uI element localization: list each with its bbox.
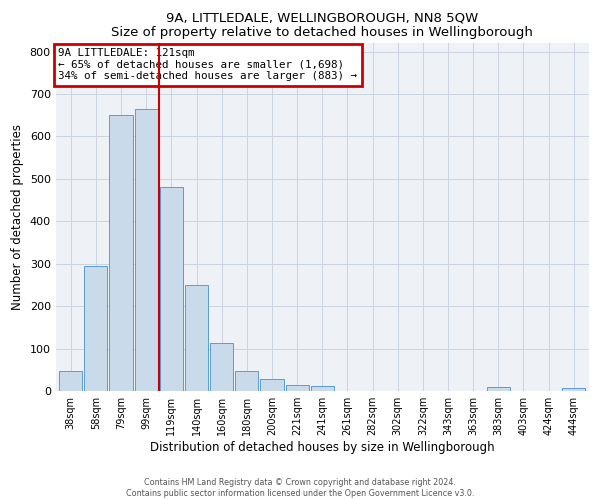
Y-axis label: Number of detached properties: Number of detached properties xyxy=(11,124,24,310)
Bar xyxy=(311,386,334,391)
Text: 9A LITTLEDALE: 121sqm
← 65% of detached houses are smaller (1,698)
34% of semi-d: 9A LITTLEDALE: 121sqm ← 65% of detached … xyxy=(58,48,358,82)
Bar xyxy=(235,370,259,391)
Bar xyxy=(134,109,158,391)
Bar xyxy=(109,115,133,391)
Bar xyxy=(260,379,284,391)
Bar xyxy=(185,285,208,391)
Bar xyxy=(562,388,586,391)
Bar xyxy=(59,370,82,391)
Text: Contains HM Land Registry data © Crown copyright and database right 2024.
Contai: Contains HM Land Registry data © Crown c… xyxy=(126,478,474,498)
Bar xyxy=(487,387,510,391)
Bar xyxy=(160,188,183,391)
Bar xyxy=(85,266,107,391)
Title: 9A, LITTLEDALE, WELLINGBOROUGH, NN8 5QW
Size of property relative to detached ho: 9A, LITTLEDALE, WELLINGBOROUGH, NN8 5QW … xyxy=(112,11,533,39)
Bar xyxy=(286,385,308,391)
Bar xyxy=(210,343,233,391)
X-axis label: Distribution of detached houses by size in Wellingborough: Distribution of detached houses by size … xyxy=(150,441,494,454)
